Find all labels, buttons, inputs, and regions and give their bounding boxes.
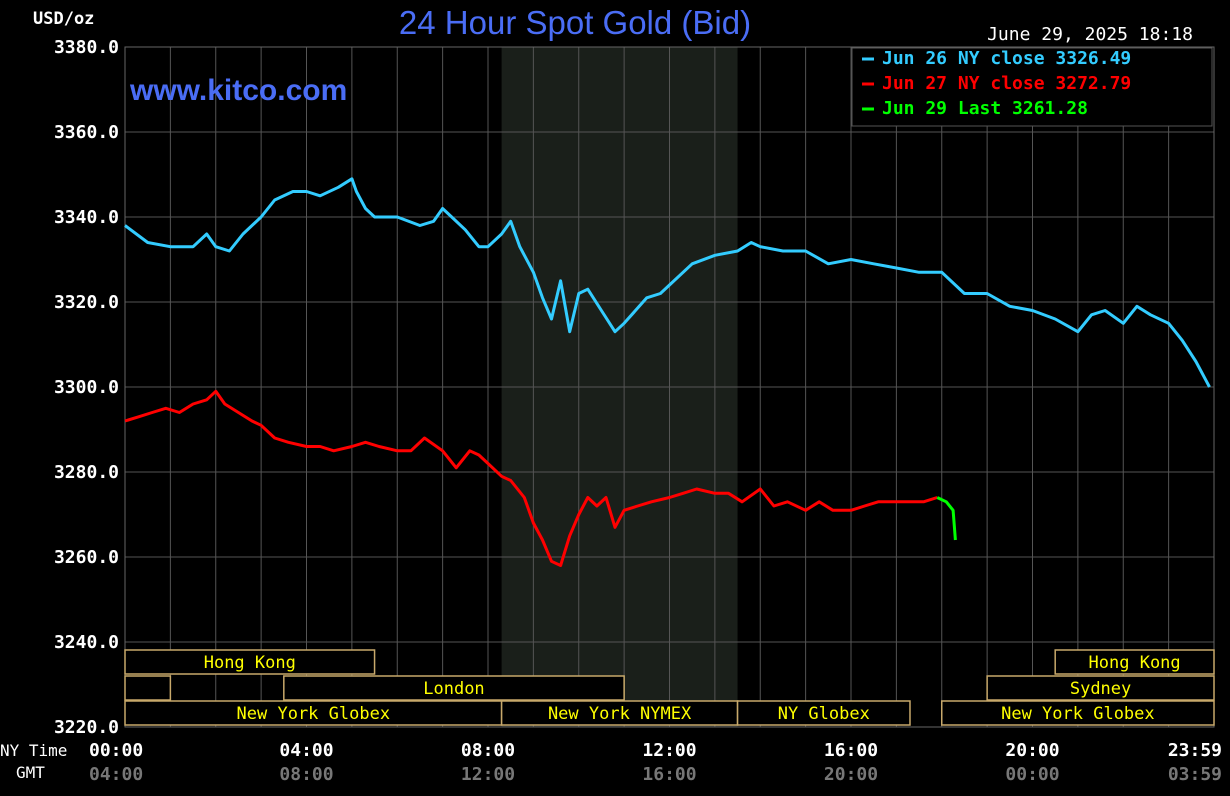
session-box xyxy=(283,675,625,701)
y-tick-label: 3360.0 xyxy=(54,122,119,143)
session-box xyxy=(736,700,911,726)
gmt-tick: 20:00 xyxy=(824,764,878,785)
ny-time-tick: 23:59 xyxy=(1168,740,1222,761)
y-tick-label: 3380.0 xyxy=(54,37,119,58)
gmt-tick: 12:00 xyxy=(461,764,515,785)
gmt-tick: 04:00 xyxy=(89,764,143,785)
chart-title: 24 Hour Spot Gold (Bid) xyxy=(399,4,751,41)
gmt-tick: 08:00 xyxy=(279,764,333,785)
legend-label: Jun 26 NY close 3326.49 xyxy=(882,48,1131,69)
timestamp: June 29, 2025 18:18 xyxy=(987,24,1193,45)
ny-time-tick: 20:00 xyxy=(1005,740,1059,761)
session-label: Sydney xyxy=(1070,679,1131,699)
y-tick-label: 3340.0 xyxy=(54,207,119,228)
session-box xyxy=(124,675,172,701)
session-box xyxy=(124,649,376,675)
watermark: www.kitco.com xyxy=(129,74,347,107)
y-tick-label: 3260.0 xyxy=(54,547,119,568)
session-box xyxy=(941,700,1215,726)
session-box xyxy=(1054,649,1215,675)
series-layer xyxy=(124,177,1211,567)
legend-items: Jun 26 NY close 3326.49 Jun 27 NY close 3… xyxy=(862,48,1131,119)
gmt-tick: 03:59 xyxy=(1168,764,1222,785)
axis-layer: 3380.0 3360.0 3340.0 3320.0 3300.0 3280.0 3260… xyxy=(54,37,1222,785)
gmt-tick: 00:00 xyxy=(1005,764,1059,785)
legend-box xyxy=(851,47,1213,127)
session-label: New York NYMEX xyxy=(548,704,692,724)
ny-time-tick: 00:00 xyxy=(89,740,143,761)
unit-label: USD/oz xyxy=(33,9,94,29)
legend: Jun 26 NY close 3326.49 Jun 27 NY close 3… xyxy=(851,47,1213,127)
session-layer: Hong Kong London New York Globex New York N… xyxy=(124,649,1215,726)
session-label: Hong Kong xyxy=(204,653,296,673)
series-line-jun-26 xyxy=(124,177,1211,388)
y-tick-label: 3320.0 xyxy=(54,292,119,313)
session-label: New York Globex xyxy=(237,704,391,724)
ny-time-tick: 12:00 xyxy=(642,740,696,761)
y-tick-label: 3280.0 xyxy=(54,462,119,483)
y-tick-label: 3300.0 xyxy=(54,377,119,398)
ny-time-tick: 16:00 xyxy=(824,740,878,761)
session-label: London xyxy=(423,679,484,699)
ny-time-tick: 08:00 xyxy=(461,740,515,761)
session-label: New York Globex xyxy=(1001,704,1155,724)
grid-layer xyxy=(124,46,1215,728)
session-label: Hong Kong xyxy=(1089,653,1181,673)
legend-label: Jun 29 Last 3261.28 xyxy=(882,98,1088,119)
ny-time-tick: 04:00 xyxy=(279,740,333,761)
series-line-jun-29 xyxy=(936,496,957,541)
gmt-label: GMT xyxy=(16,763,45,782)
session-box xyxy=(986,675,1215,701)
session-label: NY Globex xyxy=(778,704,870,724)
ny-time-label: NY Time xyxy=(0,741,67,760)
plot-border xyxy=(124,46,1215,728)
y-tick-label: 3220.0 xyxy=(54,717,119,738)
legend-label: Jun 27 NY close 3272.79 xyxy=(882,73,1131,94)
series-line-jun-27 xyxy=(124,389,938,567)
y-tick-label: 3240.0 xyxy=(54,632,119,653)
gmt-tick: 16:00 xyxy=(642,764,696,785)
